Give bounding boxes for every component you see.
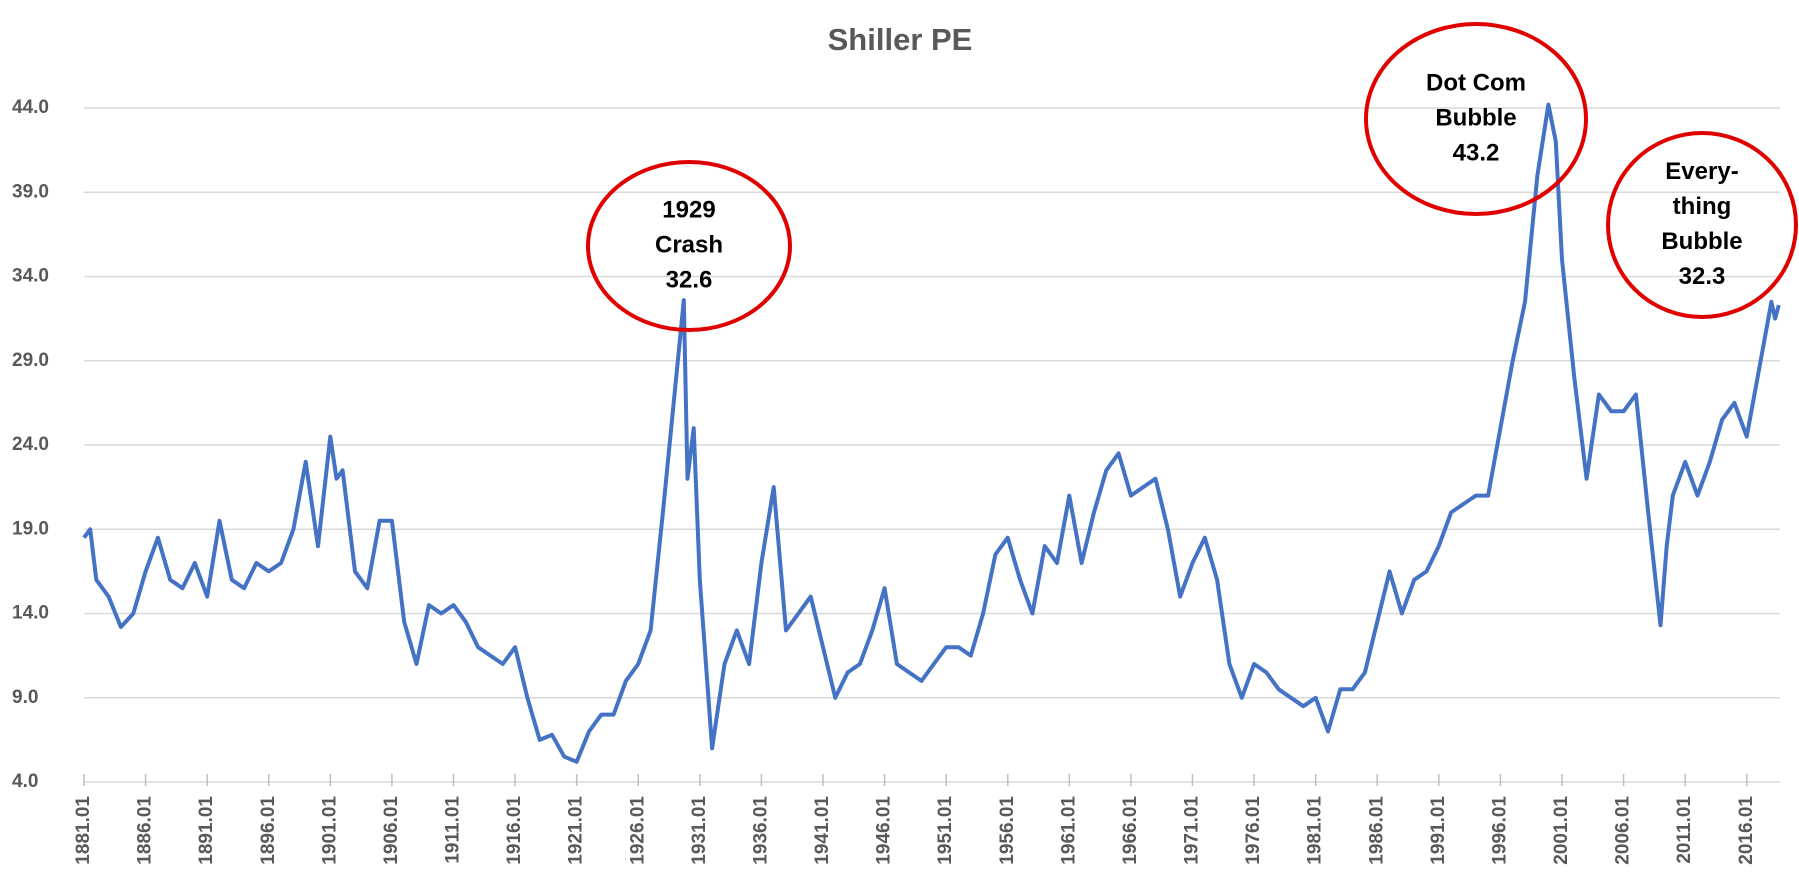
annotation-text: 32.3 bbox=[1679, 263, 1726, 290]
x-tick-label: 1931.01 bbox=[689, 796, 710, 865]
x-tick-label: 1891.01 bbox=[196, 796, 217, 865]
x-tick-label: 1991.01 bbox=[1428, 796, 1449, 865]
x-tick-label: 1901.01 bbox=[319, 796, 340, 865]
annotation-circle bbox=[1364, 22, 1588, 216]
annotation-text: 1929 bbox=[662, 196, 715, 223]
annotation-text: Bubble bbox=[1435, 104, 1516, 131]
annotation-text: Bubble bbox=[1661, 228, 1742, 255]
x-tick-label: 1971.01 bbox=[1182, 796, 1203, 865]
x-tick-label: 1946.01 bbox=[874, 796, 895, 865]
x-tick-label: 1941.01 bbox=[812, 796, 833, 865]
y-tick-label: 4.0 bbox=[12, 771, 38, 792]
x-tick-label: 1986.01 bbox=[1366, 796, 1387, 865]
x-tick-label: 1886.01 bbox=[135, 796, 156, 865]
x-tick-label: 1961.01 bbox=[1058, 796, 1079, 865]
x-tick-label: 1976.01 bbox=[1243, 796, 1264, 865]
y-tick-label: 39.0 bbox=[12, 181, 49, 202]
x-tick-label: 1881.01 bbox=[73, 796, 94, 865]
x-tick-label: 2001.01 bbox=[1551, 796, 1572, 865]
annotation-text: 43.2 bbox=[1453, 139, 1500, 166]
y-tick-label: 24.0 bbox=[12, 434, 49, 455]
x-tick-label: 1951.01 bbox=[935, 796, 956, 865]
x-tick-label: 1966.01 bbox=[1120, 796, 1141, 865]
annotation-text: Dot Com bbox=[1426, 69, 1526, 96]
data-line bbox=[82, 102, 1781, 764]
annotation-circle bbox=[1606, 131, 1798, 319]
annotation-text: 32.6 bbox=[666, 266, 713, 293]
x-tick-label: 1926.01 bbox=[627, 796, 648, 865]
y-tick-label: 29.0 bbox=[12, 350, 49, 371]
annotation-circle bbox=[586, 160, 792, 332]
x-tick-label: 1956.01 bbox=[997, 796, 1018, 865]
x-tick-label: 2011.01 bbox=[1674, 796, 1695, 864]
x-tick-label: 1911.01 bbox=[443, 796, 464, 864]
x-tick-label: 1936.01 bbox=[750, 796, 771, 865]
x-tick-label: 2016.01 bbox=[1736, 796, 1757, 865]
annotation-text: Crash bbox=[655, 231, 723, 258]
x-tick-label: 1916.01 bbox=[504, 796, 525, 865]
x-tick-label: 2006.01 bbox=[1613, 796, 1634, 865]
y-tick-label: 44.0 bbox=[12, 97, 49, 118]
y-tick-label: 34.0 bbox=[12, 266, 49, 287]
x-tick-label: 1896.01 bbox=[258, 796, 279, 865]
y-tick-label: 9.0 bbox=[12, 687, 38, 708]
x-tick-label: 1981.01 bbox=[1305, 796, 1326, 865]
chart-title: Shiller PE bbox=[828, 22, 973, 57]
x-tick-label: 1906.01 bbox=[381, 796, 402, 865]
annotation-text: thing bbox=[1673, 193, 1732, 220]
x-tick-label: 1996.01 bbox=[1489, 796, 1510, 865]
y-tick-label: 19.0 bbox=[12, 518, 49, 539]
y-tick-label: 14.0 bbox=[12, 603, 49, 624]
x-tick-label: 1921.01 bbox=[566, 796, 587, 865]
annotation-text: Every- bbox=[1665, 158, 1738, 185]
